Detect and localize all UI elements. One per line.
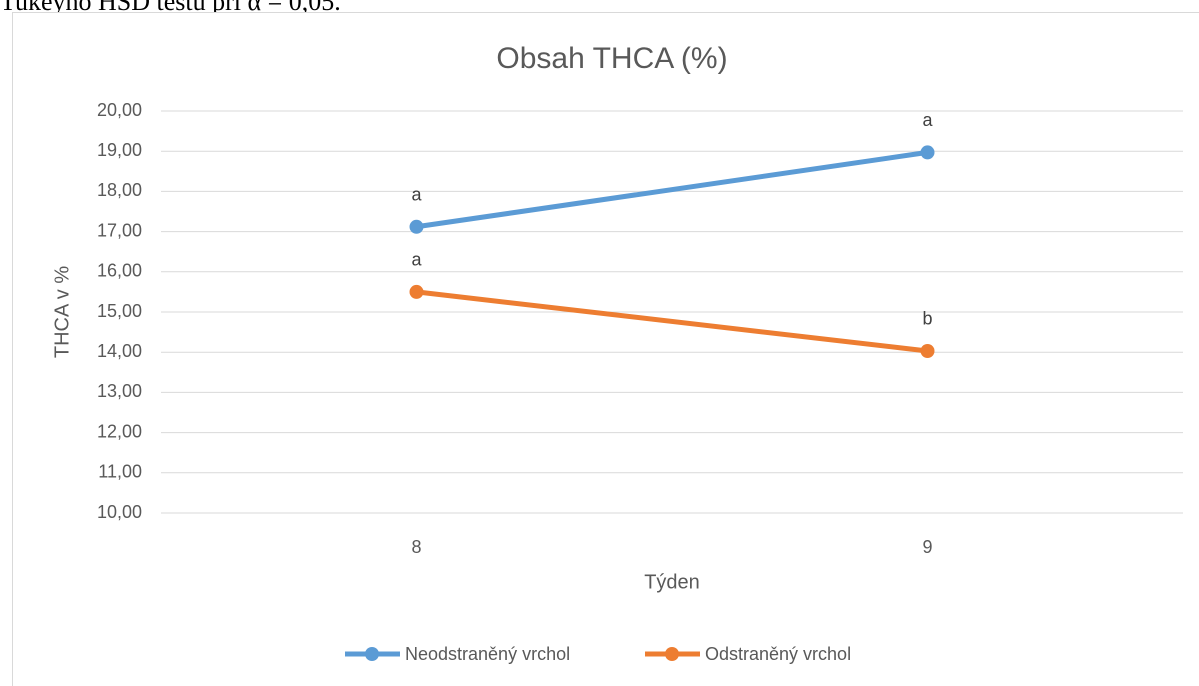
y-tick-label: 20,00 (97, 100, 142, 120)
chart-frame (12, 12, 1199, 686)
x-tick-label: 8 (411, 537, 421, 557)
y-tick-label: 18,00 (97, 180, 142, 200)
data-point (920, 145, 935, 160)
series-line (414, 149, 930, 230)
legend-marker (665, 647, 679, 661)
y-tick-label: 17,00 (97, 220, 142, 240)
x-tick-label: 9 (922, 537, 932, 557)
data-point (409, 284, 424, 299)
data-point (409, 219, 424, 234)
point-annotation: b (922, 309, 932, 329)
y-tick-label: 19,00 (97, 140, 142, 160)
point-annotation: a (922, 110, 933, 130)
y-tick-label: 10,00 (97, 502, 142, 522)
series-line (414, 289, 930, 354)
y-tick-label: 15,00 (97, 301, 142, 321)
y-tick-label: 11,00 (98, 462, 142, 482)
legend-marker (365, 647, 379, 661)
point-annotation: a (411, 185, 422, 205)
data-point (920, 343, 935, 358)
y-tick-label: 14,00 (97, 341, 142, 361)
y-tick-label: 16,00 (97, 261, 142, 281)
legend-label: Neodstraněný vrchol (405, 644, 570, 664)
x-axis-label: Týden (644, 571, 700, 593)
point-annotation: a (411, 250, 422, 270)
y-axis-label: THCA v % (51, 266, 73, 358)
y-tick-label: 12,00 (97, 421, 142, 441)
y-tick-label: 13,00 (97, 381, 142, 401)
legend-label: Odstraněný vrchol (705, 644, 851, 664)
chart-title: Obsah THCA (%) (496, 42, 727, 75)
